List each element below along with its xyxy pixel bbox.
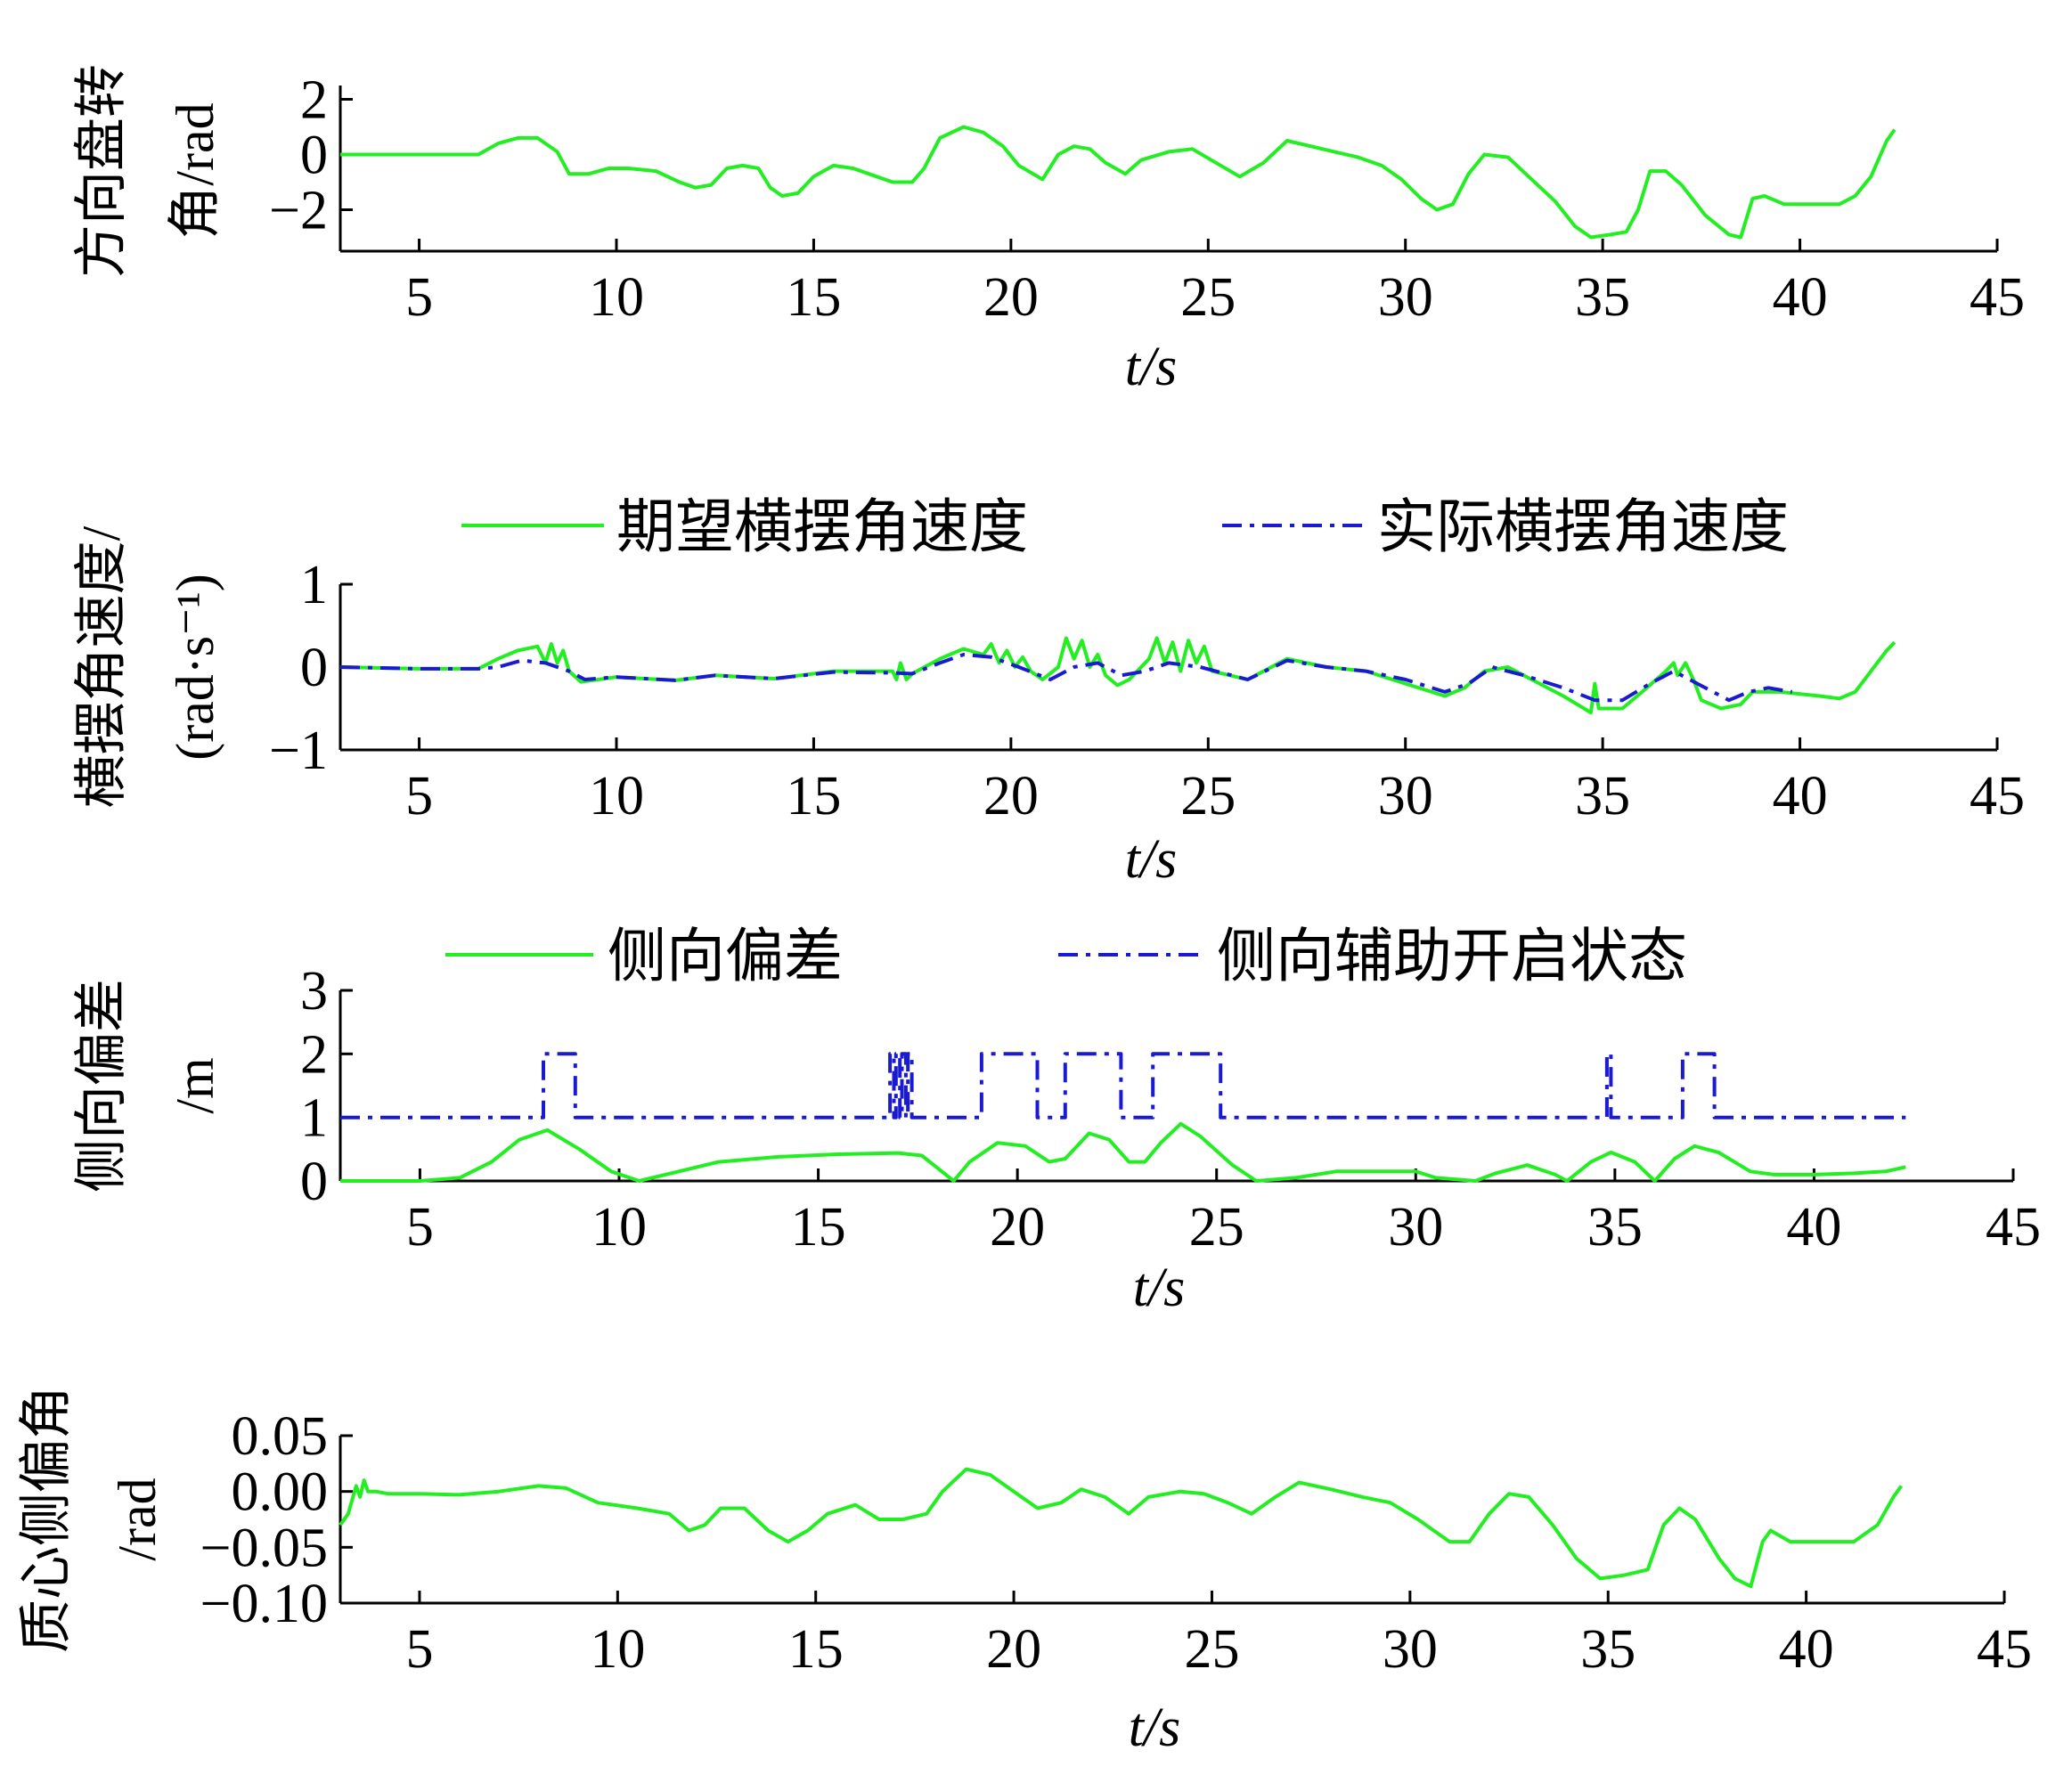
x-tick-label: 10 <box>591 1197 647 1258</box>
legend-label: 侧向偏差 <box>608 924 843 989</box>
x-axis-label: t/s <box>1125 829 1178 890</box>
series-line-1 <box>339 636 1897 715</box>
y-axis-label: 侧向偏差 <box>72 979 131 1193</box>
x-tick-label: 40 <box>1773 766 1828 826</box>
y-tick-label: −0.05 <box>200 1518 328 1578</box>
x-tick-label: 35 <box>1580 1619 1636 1680</box>
y-axis-label: /rad <box>108 1478 167 1560</box>
y-axis-label: 方向盘转 <box>72 64 131 278</box>
x-tick-label: 20 <box>983 267 1039 328</box>
y-tick-label: −1 <box>269 721 328 781</box>
series-line-1 <box>339 1467 1904 1589</box>
series-line-2 <box>340 1052 1906 1119</box>
y-tick-label: 0 <box>300 638 328 698</box>
legend-label: 侧向辅助开启状态 <box>1217 924 1687 989</box>
x-tick-label: 30 <box>1378 267 1433 328</box>
y-tick-label: 1 <box>300 1088 328 1149</box>
x-tick-label: 5 <box>405 1619 433 1680</box>
series-line-2 <box>339 653 1793 703</box>
legend-label: 实际横摆角速度 <box>1377 495 1789 560</box>
x-tick-label: 15 <box>788 1619 844 1680</box>
y-tick-label: −2 <box>269 181 328 241</box>
x-tick-label: 15 <box>791 1197 846 1258</box>
y-axis-label: 质心侧偏角 <box>17 1386 76 1653</box>
x-tick-label: 35 <box>1575 766 1630 826</box>
y-tick-label: 2 <box>300 70 328 131</box>
x-tick-label: 35 <box>1587 1197 1643 1258</box>
x-tick-label: 30 <box>1383 1619 1438 1680</box>
chart-panel-1: 5 10 15 20 25 30 35 40 45 −202 t/s 方向盘转 角/rad <box>72 64 2025 397</box>
legend-label: 期望横摆角速度 <box>616 495 1028 560</box>
x-tick-label: 45 <box>1986 1197 2041 1258</box>
chart-panel-4: 5 10 15 20 25 30 35 40 45 −0.10−0.050.000.05 t/s 质心… <box>17 1386 2032 1758</box>
y-axis-label: 角/rad <box>166 102 224 239</box>
y-tick-label: 2 <box>300 1024 328 1085</box>
x-tick-label: 40 <box>1773 267 1828 328</box>
y-tick-label: 0 <box>300 1152 328 1212</box>
x-axis-label: t/s <box>1129 1698 1181 1758</box>
y-axis-label: /m <box>166 1057 224 1113</box>
series-line-1 <box>340 1121 1906 1183</box>
x-axis-label: t/s <box>1125 337 1178 397</box>
x-tick-label: 35 <box>1575 267 1630 328</box>
x-axis-label: t/s <box>1133 1258 1186 1318</box>
y-tick-label: 0.00 <box>232 1462 329 1523</box>
x-tick-label: 5 <box>406 1197 434 1258</box>
y-axis-label: (rad·s⁻¹) <box>166 574 224 761</box>
chart-panel-2: 5 10 15 20 25 30 35 40 45 −1 0 1 t/s 横摆角速度/ (rad·s⁻¹) 期… <box>72 495 2025 890</box>
x-tick-label: 20 <box>986 1619 1041 1680</box>
x-tick-label: 10 <box>589 766 644 826</box>
x-tick-label: 30 <box>1388 1197 1443 1258</box>
x-tick-label: 10 <box>590 1619 645 1680</box>
x-tick-label: 15 <box>786 267 841 328</box>
x-tick-label: 20 <box>983 766 1039 826</box>
y-tick-label: 0 <box>300 126 328 186</box>
x-tick-label: 45 <box>1977 1619 2032 1680</box>
y-axis-label: 横摆角速度/ <box>72 525 131 808</box>
x-tick-label: 10 <box>589 267 644 328</box>
x-tick-label: 25 <box>1180 267 1236 328</box>
series-line-1 <box>340 125 1897 240</box>
x-tick-label: 25 <box>1180 766 1236 826</box>
y-tick-label: 3 <box>300 961 328 1022</box>
x-tick-label: 25 <box>1189 1197 1244 1258</box>
x-tick-label: 15 <box>786 766 841 826</box>
x-tick-label: 40 <box>1779 1619 1834 1680</box>
y-tick-label: 1 <box>300 555 328 615</box>
x-tick-label: 20 <box>990 1197 1045 1258</box>
x-tick-label: 30 <box>1378 766 1433 826</box>
y-tick-label: 0.05 <box>232 1406 329 1467</box>
x-tick-label: 5 <box>405 267 433 328</box>
x-tick-label: 45 <box>1970 766 2025 826</box>
y-tick-label: −0.10 <box>200 1574 328 1634</box>
x-tick-label: 5 <box>405 766 433 826</box>
x-tick-label: 25 <box>1184 1619 1239 1680</box>
x-tick-label: 40 <box>1786 1197 1841 1258</box>
x-tick-label: 45 <box>1970 267 2025 328</box>
